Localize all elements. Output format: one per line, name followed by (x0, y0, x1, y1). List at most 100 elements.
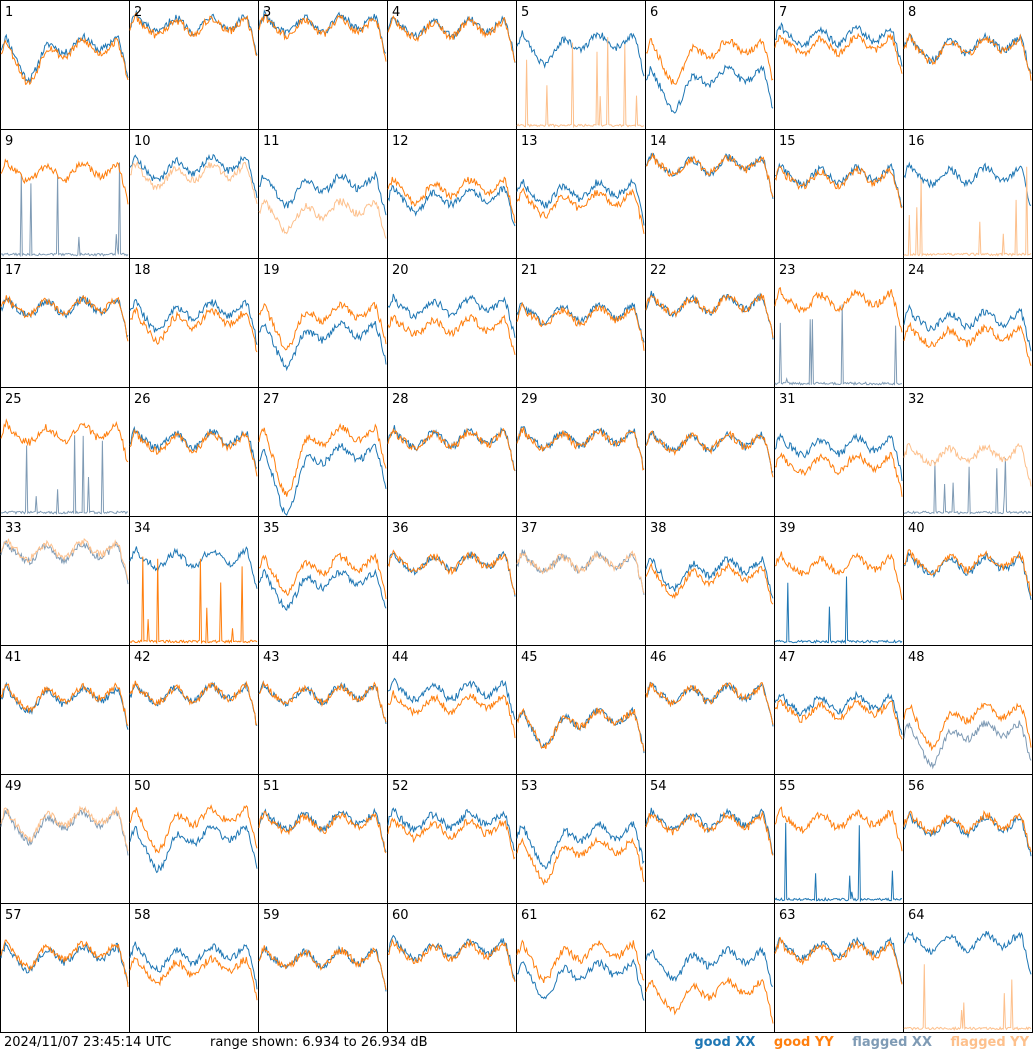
panel-35-xx-line (258, 568, 387, 611)
panel-4-frame (387, 0, 517, 130)
panel-16-xx-line (903, 161, 1032, 206)
panel-56: 56 (903, 774, 1033, 904)
panel-29-xx-line (516, 426, 645, 470)
panel-6-xx-line (645, 64, 774, 114)
panel-52-yy-line (387, 817, 516, 860)
panel-40: 40 (903, 516, 1033, 646)
panel-60-yy-line (387, 938, 516, 982)
panel-41: 41 (0, 645, 130, 775)
panel-55-label: 55 (779, 779, 796, 794)
panel-31: 31 (774, 387, 904, 517)
panel-48: 48 (903, 645, 1033, 775)
panel-34-yy-line (129, 556, 258, 645)
panel-27-yy-line (258, 423, 387, 497)
panel-20-label: 20 (392, 263, 409, 278)
panel-20-yy-line (387, 313, 516, 356)
panel-54-yy-line (645, 810, 774, 856)
panel-48-xx-line (903, 720, 1032, 770)
panel-8-frame (903, 0, 1033, 130)
panel-19: 19 (258, 258, 388, 388)
panel-25-label: 25 (5, 392, 22, 407)
panel-24-xx-line (903, 304, 1032, 352)
panel-44-label: 44 (392, 650, 409, 665)
panel-30-label: 30 (650, 392, 667, 407)
panel-4-yy-line (387, 15, 516, 63)
panel-9-label: 9 (5, 134, 13, 149)
panel-26: 26 (129, 387, 259, 517)
panel-17-xx-line (0, 295, 129, 339)
panel-10-xx-line (129, 153, 258, 199)
legend: good XX good YY flagged XX flagged YY (680, 1035, 1029, 1051)
panel-22-xx-line (645, 290, 774, 340)
panel-39-label: 39 (779, 521, 796, 536)
panel-17: 17 (0, 258, 130, 388)
panel-7-yy-line (774, 32, 903, 74)
panel-6-yy-line (645, 38, 774, 85)
panel-50-xx-line (129, 824, 258, 874)
panel-11-xx-line (258, 170, 387, 216)
panel-43: 43 (258, 645, 388, 775)
panel-21-yy-line (516, 301, 645, 351)
panel-52-xx-line (387, 807, 516, 851)
panel-1-xx-line (0, 32, 129, 84)
panel-47: 47 (774, 645, 904, 775)
panel-14-label: 14 (650, 134, 667, 149)
panel-62-xx-line (645, 946, 774, 987)
panel-32: 32 (903, 387, 1033, 517)
panel-16-yy-line (903, 166, 1032, 257)
panel-46: 46 (645, 645, 775, 775)
panel-25-yy-line (0, 418, 129, 463)
panel-62: 62 (645, 903, 775, 1033)
range-readout: range shown: 6.934 to 26.934 dB (210, 1035, 428, 1050)
panel-37-yy-line (516, 550, 645, 594)
panel-31-xx-line (774, 432, 903, 482)
panel-32-xx-line (903, 458, 1032, 515)
panel-15-yy-line (774, 166, 903, 209)
panel-14-yy-line (645, 152, 774, 198)
panel-50-label: 50 (134, 779, 151, 794)
panel-16-label: 16 (908, 134, 925, 149)
panel-51-yy-line (258, 811, 387, 854)
panel-23-xx-line (774, 304, 903, 386)
panel-35-yy-line (259, 552, 387, 600)
panel-37: 37 (516, 516, 646, 646)
panel-10-label: 10 (134, 134, 151, 149)
panel-44-yy-line (387, 690, 516, 739)
panel-60: 60 (387, 903, 517, 1033)
panel-22: 22 (645, 258, 775, 388)
panel-39: 39 (774, 516, 904, 646)
panel-63-label: 63 (779, 908, 796, 923)
panel-45: 45 (516, 645, 646, 775)
panel-48-yy-line (903, 702, 1032, 752)
panel-10: 10 (129, 129, 259, 259)
panel-61-label: 61 (521, 908, 538, 923)
panel-10-yy-line (130, 160, 258, 205)
panel-8-label: 8 (908, 5, 916, 20)
panel-17-yy-line (0, 294, 129, 342)
panel-57: 57 (0, 903, 130, 1033)
panel-56-yy-line (903, 810, 1032, 853)
panel-42: 42 (129, 645, 259, 775)
panel-12: 12 (387, 129, 517, 259)
panel-25-xx-line (0, 435, 129, 515)
panel-40-yy-line (903, 549, 1032, 596)
panel-19-yy-line (258, 301, 387, 351)
legend-flagged-xx: flagged XX (852, 1035, 932, 1050)
panel-59-label: 59 (263, 908, 280, 923)
panel-3-label: 3 (263, 5, 271, 20)
panel-3: 3 (258, 0, 388, 130)
panel-36-yy-line (387, 549, 516, 595)
panel-54-label: 54 (650, 779, 667, 794)
panel-38-xx-line (645, 556, 774, 599)
panel-3-frame (258, 0, 388, 130)
panel-64: 64 (903, 903, 1033, 1033)
panel-28-label: 28 (392, 392, 409, 407)
panel-26-label: 26 (134, 392, 151, 407)
panel-11-yy-line (258, 198, 387, 239)
panel-8: 8 (903, 0, 1033, 130)
panel-20-xx-line (387, 293, 516, 338)
panel-24: 24 (903, 258, 1033, 388)
panel-23-label: 23 (779, 263, 796, 278)
panel-12-label: 12 (392, 134, 409, 149)
panel-21: 21 (516, 258, 646, 388)
